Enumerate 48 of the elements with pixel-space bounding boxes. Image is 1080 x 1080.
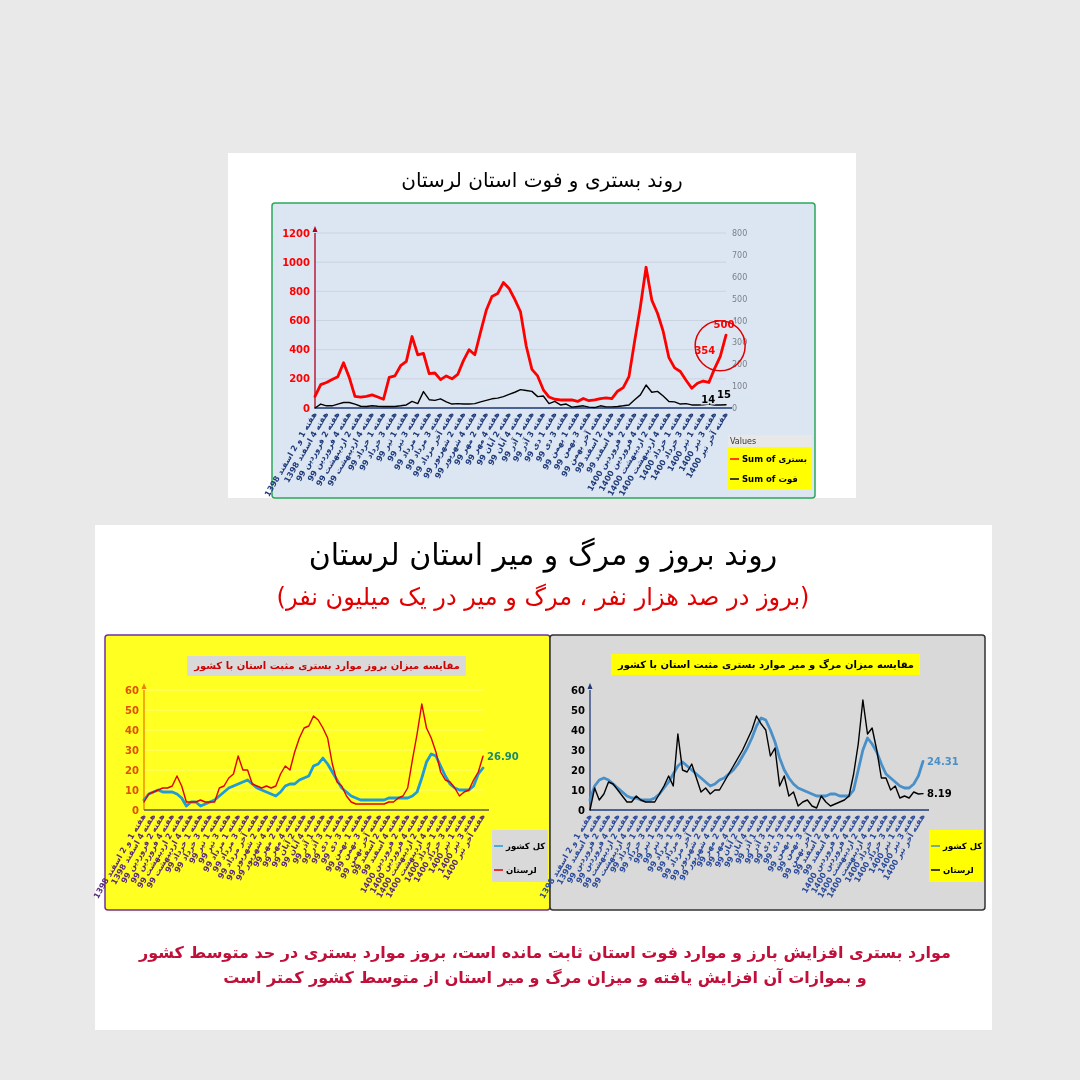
legend-label: Sum of بستری [742, 454, 807, 465]
y-tick-label: 40 [125, 724, 140, 736]
y-tick-label: 50 [125, 704, 140, 716]
legend-label: کل کشور [505, 841, 546, 852]
y-tick-label: 10 [125, 784, 140, 796]
y-tick-label: 30 [125, 744, 140, 756]
y-tick-label: 1000 [282, 256, 311, 268]
y2-tick-label: 800 [732, 229, 748, 238]
data-label: 24.31 [927, 755, 959, 767]
legend-title: Values [730, 437, 757, 446]
y-tick-label: 800 [289, 285, 311, 297]
y-tick-label: 60 [571, 684, 586, 696]
y-tick-label: 0 [578, 804, 586, 816]
legend-label: لرستان [943, 865, 974, 876]
y-tick-label: 20 [571, 764, 586, 776]
y-tick-label: 10 [571, 784, 586, 796]
y-tick-label: 40 [571, 724, 586, 736]
line-series [589, 699, 924, 811]
y-tick-label: 0 [303, 402, 311, 414]
y-tick-label: 60 [125, 684, 140, 696]
y2-tick-label: 100 [732, 382, 748, 392]
y-tick-label: 50 [571, 704, 586, 716]
text: روند بروز و مرگ و میر استان لرستان [308, 537, 778, 573]
y-tick-label: 30 [571, 744, 586, 756]
y-tick-label: 200 [289, 373, 311, 385]
y2-tick-label: 500 [732, 294, 748, 304]
chart-title: روند بستری و فوت استان لرستان [401, 168, 683, 192]
y2-tick-label: 600 [732, 272, 748, 282]
text: موارد بستری افزایش بارز و موارد فوت استان ثابت مانده است، بروز موارد بستری در حد متوسط کشور و بموازات آن افزایش یافته و میزان مرگ و میر استان از متوسط کشور کمتر است [137, 942, 952, 989]
line-series [143, 703, 484, 805]
data-label: 26.90 [487, 750, 519, 762]
y-tick-label: 600 [289, 315, 311, 326]
y-tick-label: 0 [132, 804, 140, 816]
y-tick-label: 1200 [282, 227, 311, 239]
y-tick-label: 400 [289, 344, 311, 356]
data-label: 500 [713, 319, 735, 331]
y2-tick-label: 0 [732, 404, 738, 413]
legend-label: کل کشور [942, 841, 983, 852]
data-label: 8.19 [927, 788, 952, 800]
data-label: 14 [701, 393, 716, 405]
legend-label: لرستان [506, 865, 537, 876]
y-tick-label: 20 [125, 764, 140, 776]
legend-label: Sum of فوت [742, 474, 798, 485]
chart-title: مقایسه میزان بروز موارد بستری مثبت استان با کشور [193, 660, 460, 672]
text: (بروز در صد هزار نفر ، مرگ و میر در یک میلیون نفر) [276, 583, 810, 611]
chart-title: مقایسه میزان مرگ و میر موارد بستری مثبت استان با کشور [616, 658, 915, 671]
y2-tick-label: 700 [732, 250, 748, 260]
data-label: 15 [717, 388, 731, 400]
